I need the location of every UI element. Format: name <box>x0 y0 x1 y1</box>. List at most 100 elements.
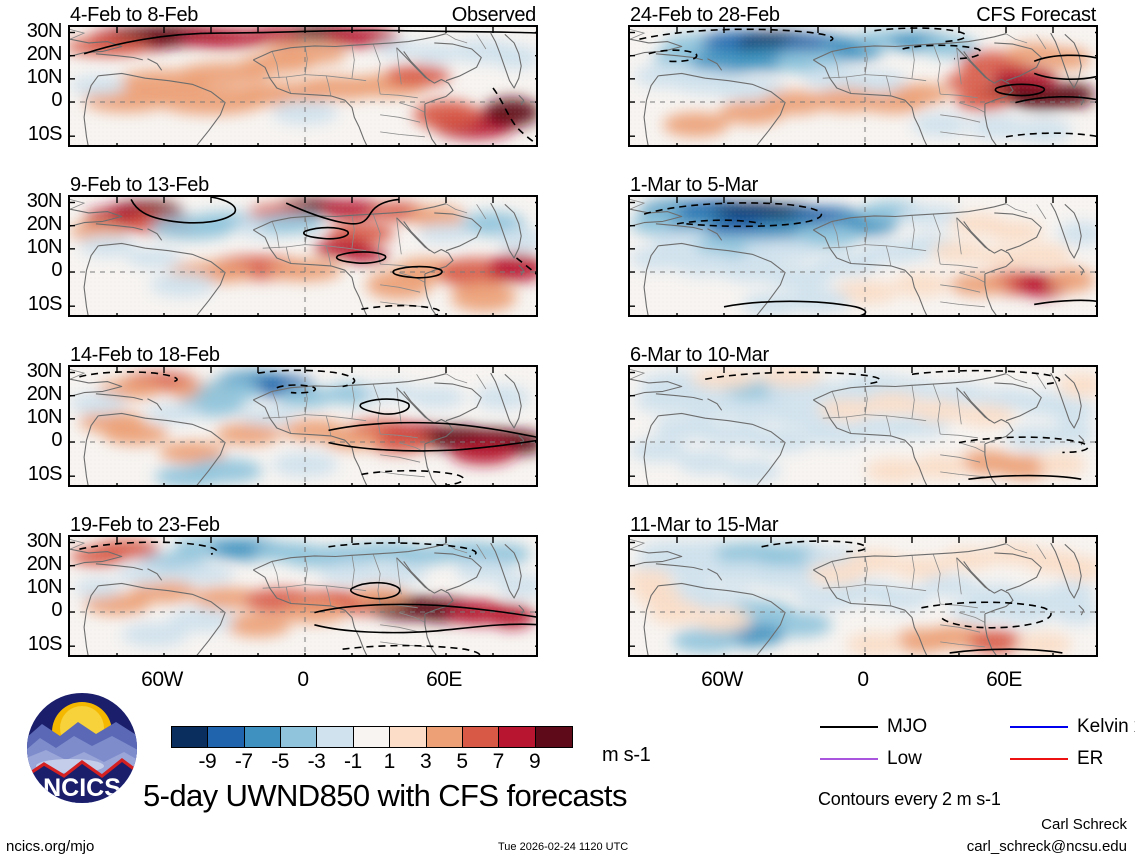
panel-obs-2: 9-Feb to 13-Feb <box>68 174 538 317</box>
colorbar-swatch <box>426 727 463 747</box>
colorbar-tick-label: -7 <box>234 750 253 773</box>
coastlines <box>70 372 525 485</box>
contour-interval-note: Contours every 2 m s-1 <box>818 789 1001 809</box>
panel-cfs-2: 1-Mar to 5-Mar <box>628 174 1098 317</box>
map-canvas <box>70 27 536 145</box>
legend-line-swatch <box>820 758 878 760</box>
colorbar-tick-label: 1 <box>383 750 396 773</box>
map-canvas <box>70 537 536 655</box>
y-tick-label: 10S <box>27 123 63 146</box>
y-tick-label: 0 <box>51 429 62 452</box>
wave-contours <box>130 197 536 315</box>
colorbar-swatch <box>353 727 391 747</box>
colorbar-swatch <box>535 727 572 747</box>
y-tick-label: 30N <box>26 189 63 212</box>
panel-title-obs-3: 14-Feb to 18-Feb <box>70 344 220 366</box>
map-cfs-2 <box>628 195 1098 317</box>
colorbar-tick-label: 7 <box>492 750 505 773</box>
map-canvas <box>630 27 1096 145</box>
legend-entry-kelvin-x2: Kelvin x2 <box>1010 716 1135 738</box>
site-url[interactable]: ncics.org/mjo <box>6 838 95 855</box>
country-borders <box>70 29 487 138</box>
legend-line-swatch <box>1010 726 1068 728</box>
y-tick-label: 10N <box>26 65 63 88</box>
axis-ticks <box>630 197 1096 315</box>
panel-title-cfs-3: 6-Mar to 10-Mar <box>630 344 769 366</box>
panel-obs-3: 14-Feb to 18-Feb <box>68 344 538 487</box>
colorbar-swatch <box>244 727 282 747</box>
x-tick-label: 60W <box>701 668 743 691</box>
ncics-logo: NCICS <box>26 692 144 810</box>
colorbar-swatch <box>499 727 536 747</box>
legend-label: Low <box>887 748 922 769</box>
wave-contours <box>643 202 1096 315</box>
axis-ticks <box>630 367 1096 485</box>
axis-ticks <box>70 537 536 655</box>
panel-cfs-3: 6-Mar to 10-Mar <box>628 344 1098 487</box>
axis-ticks <box>630 27 1096 145</box>
y-tick-label: 0 <box>51 259 62 282</box>
y-tick-label: 30N <box>26 359 63 382</box>
legend-line-swatch <box>1010 758 1068 760</box>
legend-entry-er: ER <box>1010 748 1103 770</box>
y-tick-label: 10S <box>27 293 63 316</box>
map-canvas <box>630 197 1096 315</box>
legend-line-swatch <box>820 726 878 728</box>
y-tick-label: 20N <box>26 552 63 575</box>
legend-label: Kelvin x2 <box>1077 716 1135 737</box>
map-canvas <box>70 197 536 315</box>
page-title: 5-day UWND850 with CFS forecasts <box>143 778 627 813</box>
coastlines <box>630 372 1085 485</box>
ncics-logo-icon: NCICS <box>27 693 137 803</box>
map-cfs-3 <box>628 365 1098 487</box>
y-tick-label: 20N <box>26 382 63 405</box>
country-borders <box>630 369 1047 478</box>
y-axis-labels-row-3: 30N 20N 10N 0 10S <box>0 361 63 487</box>
country-borders <box>630 199 1047 308</box>
axis-ticks <box>70 197 536 315</box>
y-tick-label: 0 <box>51 89 62 112</box>
colorbar-swatch <box>462 727 500 747</box>
y-tick-label: 20N <box>26 212 63 235</box>
y-tick-label: 10N <box>26 235 63 258</box>
coastlines <box>70 542 525 655</box>
y-tick-label: 10S <box>27 633 63 656</box>
colorbar-tick-label: 3 <box>419 750 432 773</box>
coastlines <box>630 32 1085 145</box>
legend-entry-low: Low <box>820 748 922 770</box>
wave-contours <box>79 369 536 485</box>
y-tick-label: 10N <box>26 575 63 598</box>
colorbar-swatch <box>390 727 427 747</box>
map-canvas <box>70 367 536 485</box>
coastlines <box>70 202 525 315</box>
coastlines <box>630 542 1085 655</box>
panel-cfs-4: 11-Mar to 15-Mar <box>628 514 1098 657</box>
y-tick-label: 10S <box>27 463 63 486</box>
panel-title-cfs-2: 1-Mar to 5-Mar <box>630 174 759 196</box>
map-obs-3 <box>68 365 538 487</box>
panel-title-obs-1: 4-Feb to 8-Feb <box>70 4 199 26</box>
x-tick-label: 0 <box>297 668 309 691</box>
map-canvas <box>630 537 1096 655</box>
wave-contours <box>761 540 1063 654</box>
axis-ticks <box>70 27 536 145</box>
map-obs-1 <box>68 25 538 147</box>
ncics-logo-text: NCICS <box>43 774 121 802</box>
y-tick-label: 30N <box>26 19 63 42</box>
wave-contours <box>79 541 536 655</box>
panel-cfs-1: 24-Feb to 28-Feb CFS Forecast <box>628 4 1098 147</box>
colorbar-swatch <box>208 727 245 747</box>
y-tick-label: 30N <box>26 529 63 552</box>
y-axis-labels-row-2: 30N 20N 10N 0 10S <box>0 191 63 317</box>
colorbar-swatch <box>317 727 354 747</box>
x-tick-label: 60W <box>141 668 183 691</box>
wave-contours <box>705 369 1089 480</box>
map-obs-2 <box>68 195 538 317</box>
panel-title-obs-4: 19-Feb to 23-Feb <box>70 514 220 536</box>
legend-label: ER <box>1077 748 1104 769</box>
y-axis-labels-row-1: 30N 20N 10N 0 10S <box>0 21 63 147</box>
y-tick-label: 0 <box>51 599 62 622</box>
colorbar-tick-label: 9 <box>529 750 541 773</box>
map-obs-4 <box>68 535 538 657</box>
coastlines <box>70 32 525 145</box>
